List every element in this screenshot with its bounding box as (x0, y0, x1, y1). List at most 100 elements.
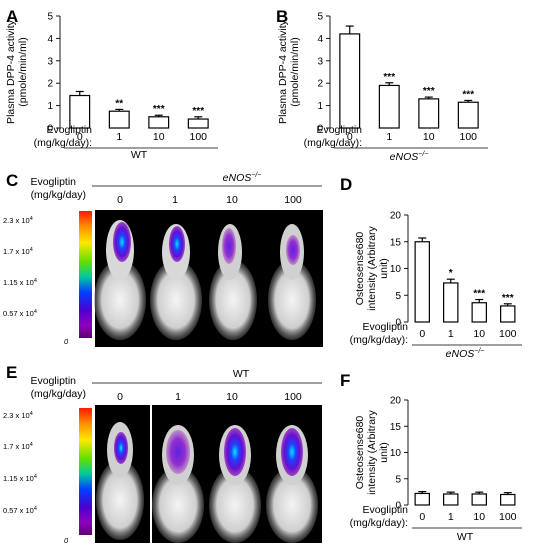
c-dose-1: 1 (172, 194, 178, 206)
panel-e-imaging: Evogliptin (mg/kg/day) WT 0 1 10 100 2.3… (3, 368, 322, 545)
c-dose-3: 100 (284, 194, 302, 206)
c-dose-header-2: (mg/kg/day) (31, 189, 86, 201)
dose-header-1: Evogliptin (316, 124, 362, 136)
significance-label: *** (423, 86, 435, 97)
y-axis-label: Osteosense680 (354, 416, 366, 490)
y-axis-label: unit) (378, 442, 390, 462)
y-axis-label: unit) (378, 258, 390, 278)
category-label: 0 (419, 511, 425, 523)
panel-label-c: C (6, 171, 18, 190)
category-label: 100 (459, 131, 477, 143)
y-tick-label: 0 (317, 124, 323, 135)
y-tick-label: 20 (390, 396, 402, 407)
e-dose-3: 100 (284, 391, 302, 403)
bar (500, 305, 516, 323)
bar (418, 98, 440, 129)
y-axis-label: intensity (Arbitrary (366, 409, 378, 494)
e-scale-tick-2: 1.7 x 104 (3, 442, 33, 451)
chart-b: 0 1 2 3 4 5 Plasma DPP-4 activity (pmole/min/ml… (277, 12, 488, 163)
y-tick-label: 15 (390, 237, 402, 248)
category-label: 10 (153, 131, 165, 143)
c-scale-tick-1: 2.3 x 104 (3, 216, 33, 225)
group-label: eNOS−/− (446, 348, 485, 360)
y-axis-label: Osteosense680 (354, 232, 366, 306)
category-label: 0 (419, 328, 425, 340)
c-mouse-0 (94, 220, 146, 340)
bar (471, 302, 487, 323)
significance-label: *** (383, 72, 395, 83)
y-tick-label: 0 (395, 318, 401, 329)
bar (108, 110, 130, 129)
chart-f: 0 5 10 15 20 Osteosense680 intensity (Arbitrar… (350, 396, 522, 543)
significance-label: *** (192, 106, 204, 117)
panel-label-b: B (276, 7, 288, 26)
category-label: 100 (189, 131, 207, 143)
bar (500, 493, 516, 506)
y-tick-label: 15 (390, 422, 402, 433)
bar (471, 493, 487, 506)
group-label: WT (131, 149, 148, 161)
y-tick-label: 2 (317, 79, 323, 90)
panel-label-e: E (6, 363, 17, 382)
c-mouse-1 (150, 224, 202, 340)
significance-label: *** (473, 289, 485, 300)
category-label: 10 (423, 131, 435, 143)
e-color-scale-bar (79, 408, 92, 535)
c-dose-header-1: Evogliptin (30, 176, 76, 188)
e-scale-tick-5: 0 (64, 536, 69, 545)
bar (457, 101, 479, 129)
significance-label: *** (462, 89, 474, 100)
chart-a: 0 1 2 3 4 5 Plasma DPP-4 activity (pmole/min/ml… (5, 12, 218, 161)
panel-c-imaging: Evogliptin (mg/kg/day) eNOS−/− 0 1 10 10… (3, 172, 323, 347)
y-tick-label: 0 (47, 124, 53, 135)
y-axis-label: (pmole/min/ml) (17, 37, 29, 106)
category-label: 0 (77, 131, 83, 143)
e-dose-header-2: (mg/kg/day) (31, 388, 86, 400)
dose-header-1: Evogliptin (362, 504, 408, 516)
category-label: 1 (448, 328, 454, 340)
e-dose-1: 1 (175, 391, 181, 403)
dose-header-1: Evogliptin (362, 321, 408, 333)
c-scale-tick-4: 0.57 x 104 (3, 309, 37, 318)
bar (414, 241, 430, 323)
e-mouse-100 (266, 425, 318, 543)
panel-label-d: D (340, 175, 352, 194)
y-tick-label: 5 (395, 474, 401, 485)
category-label: 1 (386, 131, 392, 143)
y-tick-label: 3 (47, 56, 53, 67)
category-label: 10 (473, 511, 485, 523)
c-scale-tick-5: 0 (64, 337, 69, 346)
bar (414, 492, 430, 506)
bar (378, 84, 400, 129)
bar (443, 282, 459, 323)
e-scale-tick-4: 0.57 x 104 (3, 506, 37, 515)
y-tick-label: 20 (390, 211, 402, 222)
e-mouse-0 (96, 422, 144, 540)
significance-label: *** (153, 104, 165, 115)
bar (443, 493, 459, 506)
y-tick-label: 4 (47, 34, 53, 45)
y-tick-label: 10 (390, 264, 402, 275)
y-tick-label: 1 (47, 101, 53, 112)
category-label: 0 (347, 131, 353, 143)
y-tick-label: 3 (317, 56, 323, 67)
c-mouse-100 (268, 224, 316, 340)
group-label: WT (457, 531, 474, 543)
category-label: 10 (473, 328, 485, 340)
e-dose-header-1: Evogliptin (30, 375, 76, 387)
bar (148, 116, 170, 129)
e-scale-tick-3: 1.15 x 104 (3, 474, 37, 483)
y-tick-label: 2 (47, 79, 53, 90)
significance-label: *** (502, 293, 514, 304)
e-group-label: WT (233, 368, 250, 380)
c-mouse-10 (209, 224, 257, 340)
group-label: eNOS−/− (390, 151, 429, 163)
y-tick-label: 0 (395, 501, 401, 512)
category-label: 100 (499, 511, 517, 523)
category-label: 1 (116, 131, 122, 143)
dose-header-2: (mg/kg/day): (350, 334, 408, 346)
c-scale-tick-2: 1.7 x 104 (3, 247, 33, 256)
e-dose-2: 10 (226, 391, 238, 403)
c-scale-tick-3: 1.15 x 104 (3, 278, 37, 287)
dose-header-2: (mg/kg/day): (304, 137, 362, 149)
